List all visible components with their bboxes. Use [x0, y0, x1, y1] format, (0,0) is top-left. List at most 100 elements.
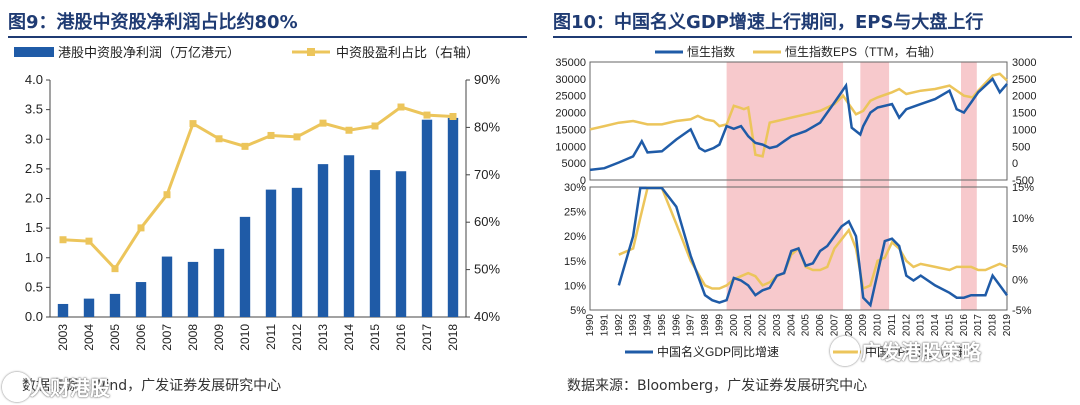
bottom-plot-frame	[589, 186, 1008, 311]
legend-label-gdp: 中国名义GDP同比增速	[657, 344, 779, 359]
top-y-tick-label: 35000	[555, 57, 586, 69]
share-point-2018	[449, 112, 457, 120]
x-tick-label: 1992	[614, 314, 625, 337]
bottom-y-tick-label: 25%	[564, 207, 586, 219]
x-tick-label: 2010	[873, 314, 884, 337]
x-tick-label: 2002	[758, 314, 769, 337]
x-tick-label: 2004	[82, 324, 96, 351]
x-tick-label: 1993	[628, 314, 639, 337]
y-tick-label: 3.0	[25, 131, 43, 146]
bottom-series-blue	[617, 186, 1009, 308]
y-tick-label: 2.0	[25, 191, 43, 206]
x-tick-label: 2016	[394, 324, 408, 351]
share-point-2013	[319, 119, 327, 127]
bar-2013	[317, 164, 329, 317]
x-tick-label: 1999	[714, 314, 725, 337]
legend-label-share: 中资股盈利占比（右轴）	[336, 45, 479, 60]
x-tick-label: 2004	[786, 314, 797, 337]
share-line	[62, 105, 454, 272]
x-tick-label: 1996	[671, 314, 682, 337]
left-source-note: 数据来源：Wind，广发证券发展研究中心	[22, 378, 282, 394]
legend-swatch-profit	[14, 47, 54, 57]
bar-2017	[421, 119, 433, 317]
x-tick-label: 2015	[944, 314, 955, 337]
x-tick-label: 2018	[988, 314, 999, 337]
legend-label-hsi: 恒生指数	[687, 44, 735, 59]
top-y2-tick-label: 1500	[1012, 108, 1036, 120]
top-y2-tick-label: 2500	[1012, 74, 1036, 86]
bar-2003	[57, 303, 69, 317]
bar-2007	[161, 256, 173, 317]
x-tick-label: 2012	[290, 324, 304, 351]
y-tick-label: 0.5	[25, 279, 43, 294]
bottom-y2-tick-label: 10%	[1012, 213, 1034, 225]
top-y-tick-label: 5000	[562, 158, 586, 170]
x-tick-label: 2008	[844, 314, 855, 337]
top-y2-tick-label: 2000	[1012, 91, 1036, 103]
top-y2-tick-label: 0	[1012, 158, 1018, 170]
share-point-2014	[345, 126, 353, 134]
share-point-2016	[397, 103, 405, 111]
share-point-2006	[137, 224, 145, 232]
x-tick-label: 2011	[264, 324, 278, 350]
y2-tick-label: 50%	[474, 262, 500, 277]
x-tick-label: 2005	[108, 324, 122, 351]
bar-2011	[265, 189, 277, 317]
x-tick-label: 2008	[186, 324, 200, 351]
top-plot-frame	[589, 61, 1008, 181]
x-tick-label: 2007	[829, 314, 840, 337]
bar-2012	[291, 187, 303, 317]
bar-2015	[369, 170, 381, 317]
x-tick-label: 2017	[973, 314, 984, 337]
bar-2009	[213, 248, 225, 317]
y-tick-label: 1.0	[25, 250, 43, 265]
top-y2-tick-label: 3000	[1012, 57, 1036, 69]
x-tick-label: 2011	[887, 314, 898, 336]
bottom-y-tick-label: 20%	[564, 231, 586, 243]
x-tick-label: 2012	[901, 314, 912, 337]
share-point-2009	[215, 135, 223, 143]
x-tick-label: 2003	[56, 324, 70, 351]
legend-label-cpi: 中国CPI同比（右轴）	[865, 344, 981, 359]
bar-2010	[239, 216, 251, 317]
bar-2018	[447, 117, 459, 317]
x-tick-label: 2014	[342, 324, 356, 351]
x-tick-label: 2009	[212, 324, 226, 351]
bar-2016	[395, 171, 407, 317]
bar-2008	[187, 261, 199, 317]
x-tick-label: 1994	[643, 314, 654, 337]
bottom-y2-tick-label: -5%	[1012, 305, 1032, 317]
wechat-icon	[2, 372, 32, 402]
top-y2-tick-label: -500	[1012, 175, 1034, 187]
bottom-y-tick-label: 30%	[564, 182, 586, 194]
top-y-tick-label: 20000	[555, 108, 586, 120]
left-title-bar: 图9：港股中资股净利润占比约80%	[8, 4, 527, 38]
x-tick-label: 2010	[238, 324, 252, 351]
y2-tick-label: 60%	[474, 214, 500, 229]
left-chart-title: 图9：港股中资股净利润占比约80%	[8, 12, 298, 33]
right-panel: 图10：中国名义GDP增速上行期间，EPS与大盘上行 0 5000 10000 150…	[545, 0, 1080, 405]
share-point-2010	[241, 142, 249, 150]
x-tick-label: 1998	[700, 314, 711, 337]
x-tick-label: 2014	[930, 314, 941, 337]
top-y-tick-label: 15000	[555, 124, 586, 136]
y2-tick-label: 90%	[474, 72, 500, 87]
y2-tick-label: 70%	[474, 167, 500, 182]
y-tick-label: 3.5	[25, 102, 43, 117]
share-point-2007	[163, 191, 171, 199]
right-chart: 05000100001500020000250003000035000-5000…	[555, 44, 1036, 359]
top-y-tick-label: 25000	[555, 91, 586, 103]
share-point-2003	[59, 236, 67, 244]
share-point-2004	[85, 237, 93, 245]
x-tick-label: 2015	[368, 324, 382, 351]
y-tick-label: 0.0	[25, 309, 43, 324]
x-tick-label: 2005	[801, 314, 812, 337]
share-point-2005	[111, 265, 119, 273]
bottom-y2-tick-label: 5%	[1012, 244, 1028, 256]
share-point-2011	[267, 131, 275, 139]
x-tick-label: 2018	[446, 324, 460, 351]
bar-2006	[135, 282, 147, 317]
x-tick-label: 2007	[160, 324, 174, 351]
top-y-tick-label: 10000	[555, 141, 586, 153]
bottom-y2-tick-label: 0%	[1012, 274, 1028, 286]
